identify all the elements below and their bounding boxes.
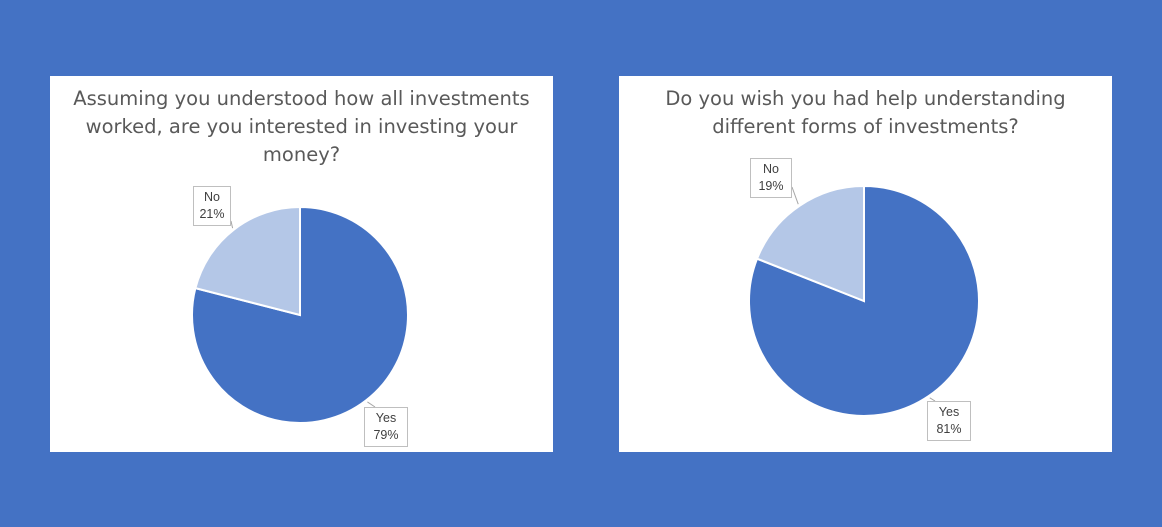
pie-slice-yes bbox=[191, 205, 409, 424]
pie-slice-no bbox=[194, 205, 301, 317]
chart-panel-right: Do you wish you had help understanding d… bbox=[619, 76, 1112, 452]
pie-slice-no bbox=[755, 184, 865, 303]
chart-title: Assuming you understood how all investme… bbox=[73, 87, 530, 166]
data-label-yes-value: 81% bbox=[936, 422, 962, 436]
data-label-yes: Yes 79% bbox=[364, 407, 408, 447]
data-label-yes-value: 79% bbox=[373, 428, 399, 442]
data-label-no-value: 19% bbox=[758, 179, 784, 193]
data-label-yes: Yes 81% bbox=[927, 401, 971, 441]
chart-panel-left: Assuming you understood how all investme… bbox=[50, 76, 553, 452]
chart-title: Do you wish you had help understanding d… bbox=[665, 87, 1066, 138]
pie-chart bbox=[191, 205, 409, 424]
data-label-no-name: No bbox=[204, 190, 220, 204]
pie-slice-yes bbox=[748, 184, 980, 417]
data-label-no: No 19% bbox=[750, 158, 792, 198]
data-label-yes-name: Yes bbox=[375, 411, 397, 425]
leader-line-no bbox=[230, 220, 234, 229]
leader-line-yes bbox=[929, 397, 936, 402]
data-label-yes-name: Yes bbox=[938, 405, 960, 419]
data-label-no-value: 21% bbox=[199, 207, 225, 221]
data-label-no: No 21% bbox=[193, 186, 231, 226]
leader-line-yes bbox=[367, 401, 376, 408]
pie-chart bbox=[748, 184, 980, 417]
leader-line-no bbox=[791, 186, 799, 205]
data-label-no-name: No bbox=[763, 162, 779, 176]
